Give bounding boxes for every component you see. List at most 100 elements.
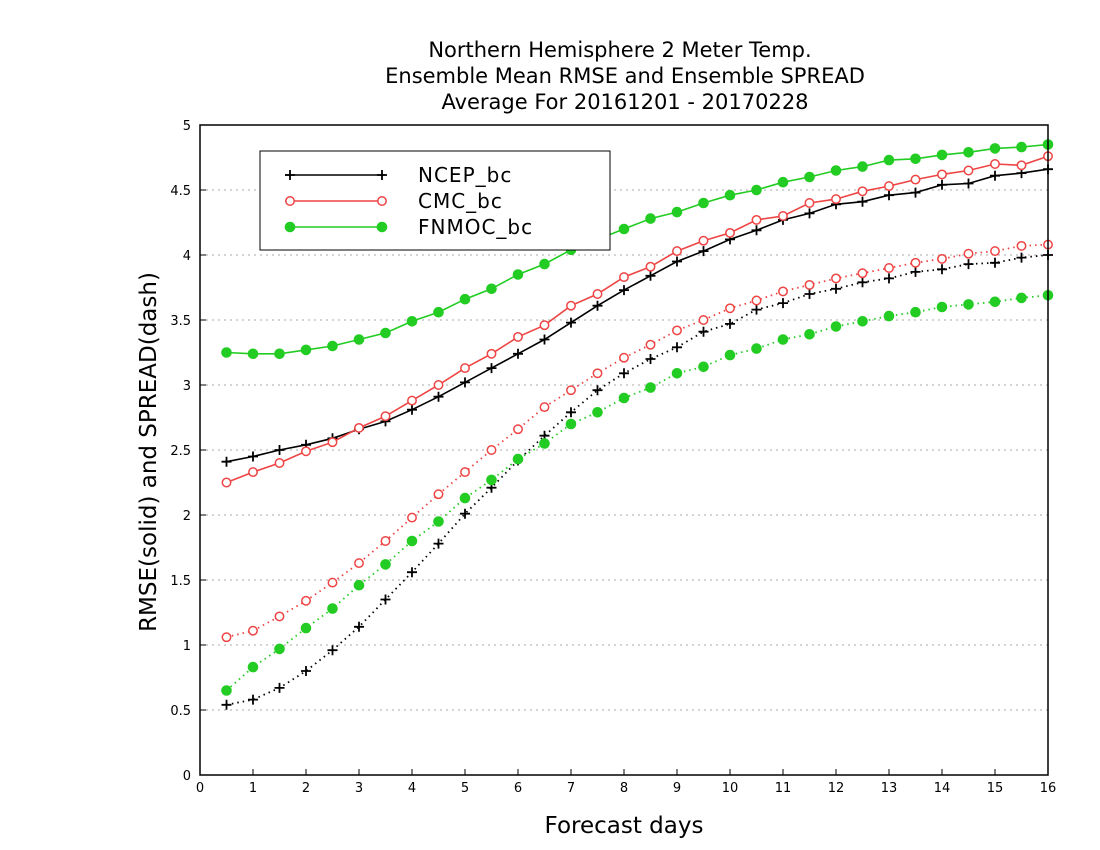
data-point — [671, 206, 683, 218]
data-point — [672, 246, 682, 257]
data-point — [831, 283, 841, 294]
legend-item-ncep-bc: NCEP_bc — [285, 163, 511, 187]
legend-marker — [377, 170, 387, 180]
data-point — [645, 270, 656, 281]
data-point — [672, 256, 682, 267]
data-point — [698, 235, 709, 246]
y-tick-label: 5 — [183, 119, 191, 134]
data-point — [724, 349, 736, 361]
series-spread-3-dotted — [221, 250, 1053, 710]
data-point — [380, 559, 391, 570]
series-spread-4-dotted — [221, 239, 1053, 643]
x-tick-label: 10 — [722, 781, 739, 796]
data-point — [672, 325, 682, 336]
data-point — [327, 603, 338, 614]
data-point — [619, 368, 629, 379]
x-tick-label: 13 — [881, 781, 898, 796]
data-point — [725, 303, 735, 314]
data-point — [804, 198, 815, 208]
data-point — [300, 622, 312, 634]
y-tick-label: 1 — [183, 639, 191, 654]
series-line — [226, 243, 1049, 639]
data-point — [884, 181, 894, 192]
data-point — [698, 197, 709, 209]
x-tick-label: 4 — [408, 781, 416, 796]
legend-item-cmc-bc: CMC_bc — [285, 189, 502, 213]
x-tick-label: 14 — [934, 781, 951, 796]
data-point — [751, 225, 762, 236]
y-tick-label: 2 — [183, 509, 191, 524]
data-point — [963, 165, 974, 176]
legend-marker — [285, 170, 295, 180]
data-point — [963, 147, 974, 158]
x-tick-label: 15 — [987, 781, 1004, 796]
data-point — [804, 208, 815, 219]
data-point — [830, 165, 842, 176]
data-point — [460, 508, 470, 519]
data-point — [407, 512, 417, 523]
data-point — [831, 194, 841, 205]
data-point — [274, 458, 285, 468]
data-point — [751, 214, 762, 225]
data-point — [857, 196, 868, 207]
data-point — [778, 286, 788, 297]
data-point — [645, 261, 656, 272]
x-tick-label: 6 — [514, 781, 522, 796]
x-axis-label: Forecast days — [545, 813, 704, 839]
y-tick-label: 3 — [183, 379, 191, 394]
x-tick-label: 9 — [673, 781, 681, 796]
data-point — [301, 666, 311, 676]
data-point — [407, 567, 417, 578]
data-point — [248, 451, 258, 462]
data-point — [619, 352, 629, 363]
data-point — [619, 285, 629, 296]
data-point — [804, 289, 815, 299]
data-point — [936, 301, 948, 313]
data-point — [724, 189, 736, 201]
data-point — [247, 661, 259, 673]
chart-title-line-3: Average For 20161201 - 20170228 — [441, 90, 808, 114]
data-point — [937, 179, 947, 190]
data-point — [857, 268, 868, 279]
data-point — [354, 558, 364, 569]
data-point — [618, 392, 630, 404]
series-line — [226, 254, 1049, 706]
data-point — [778, 211, 788, 221]
data-point — [751, 304, 762, 315]
data-point — [618, 223, 630, 235]
data-point — [433, 489, 444, 500]
data-point — [963, 259, 974, 270]
data-point — [407, 395, 417, 406]
data-point — [327, 437, 338, 448]
x-axis: 0 1 2 3 4 5 6 7 8 9 10 11 12 13 14 15 16 — [196, 769, 1056, 796]
data-point — [592, 385, 603, 396]
data-point — [963, 248, 974, 259]
legend-marker — [377, 196, 387, 206]
data-point — [512, 453, 524, 465]
data-point — [300, 344, 312, 356]
series-line — [225, 294, 1049, 692]
data-point — [963, 299, 974, 310]
data-point — [963, 178, 974, 189]
data-point — [406, 535, 418, 547]
data-point — [433, 538, 444, 549]
data-point — [778, 298, 788, 309]
y-tick-label: 3.5 — [170, 314, 191, 329]
data-point — [698, 361, 709, 373]
data-point — [248, 467, 258, 478]
data-point — [857, 161, 868, 172]
data-point — [486, 283, 497, 295]
data-point — [539, 334, 550, 345]
data-point — [777, 334, 789, 345]
data-point — [831, 273, 841, 284]
legend-marker — [376, 221, 388, 233]
data-point — [248, 625, 258, 636]
y-tick-label: 4.5 — [170, 184, 191, 199]
data-point — [539, 402, 550, 413]
data-point — [804, 279, 815, 290]
data-point — [460, 363, 470, 374]
data-point — [672, 342, 682, 353]
